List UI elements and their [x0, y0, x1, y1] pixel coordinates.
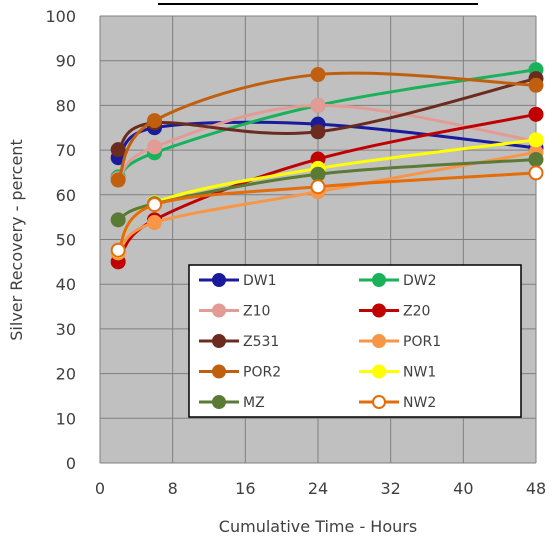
legend-label: NW2 [403, 395, 436, 411]
grid [99, 15, 537, 464]
legend-item-dw2: DW2 [359, 273, 437, 289]
x-tick-label: 32 [380, 479, 400, 498]
data-point-por2 [110, 172, 126, 188]
title-box [158, 0, 478, 4]
legend-label: DW1 [243, 273, 277, 289]
y-tick-label: 30 [56, 320, 76, 339]
data-point-z10 [147, 139, 162, 155]
legend-label: Z10 [243, 304, 270, 320]
data-point-nw1 [528, 132, 544, 148]
x-tick-label: 0 [95, 479, 105, 498]
data-point-z20 [528, 106, 544, 122]
legend-swatch-marker [372, 364, 386, 379]
x-tick-labels: 0 8 16 24 32 40 48 [95, 479, 546, 498]
y-tick-label: 70 [56, 141, 76, 160]
data-point-nw2 [110, 242, 126, 258]
series-line-z20 [116, 112, 537, 263]
data-point-nw2 [147, 197, 162, 213]
series-line-mz [117, 157, 537, 222]
legend-box [188, 264, 522, 418]
legend-swatch-marker [372, 303, 386, 318]
legend-item-por1: POR1 [359, 334, 441, 350]
legend-item-dw1: DW1 [199, 273, 277, 289]
legend-item-z20: Z20 [359, 303, 430, 320]
legend-label: MZ [243, 395, 265, 411]
legend-label: NW1 [403, 365, 436, 381]
series-line-por2 [116, 71, 537, 181]
y-tick-label: 50 [56, 231, 76, 250]
x-axis-title: Cumulative Time - Hours [219, 517, 417, 536]
data-point-mz [110, 212, 126, 228]
legend-swatch-marker [212, 395, 226, 409]
series-line-z531 [117, 77, 537, 151]
series-nw2 [110, 165, 544, 258]
legend: DW1 DW2 Z10 Z20 Z531 POR1 POR2 NW1 MZ NW2 [188, 264, 522, 418]
legend-item-z10: Z10 [199, 303, 270, 320]
legend-item-nw1: NW1 [359, 364, 436, 381]
y-tick-label: 80 [56, 96, 76, 115]
series-por2 [110, 67, 544, 188]
legend-swatch-marker [212, 364, 226, 379]
legend-item-z531: Z531 [199, 334, 279, 350]
y-tick-label: 20 [56, 365, 76, 384]
y-tick-label: 100 [45, 7, 76, 26]
legend-swatch-marker [372, 273, 386, 287]
x-tick-label: 40 [453, 479, 473, 498]
legend-swatch-marker [372, 334, 386, 348]
data-point-mz [528, 151, 544, 167]
y-tick-label: 60 [56, 186, 76, 205]
legend-label: Z531 [243, 334, 279, 350]
legend-swatch-marker [212, 303, 226, 318]
y-tick-labels: 0 10 20 30 40 50 60 70 80 90 100 [45, 7, 76, 473]
data-point-z10 [310, 97, 326, 113]
legend-label: DW2 [403, 273, 437, 289]
legend-swatch-marker [372, 395, 386, 409]
y-tick-label: 0 [66, 454, 76, 473]
series-layer [110, 62, 544, 270]
data-point-z531 [310, 124, 326, 140]
legend-item-mz: MZ [199, 395, 265, 411]
y-tick-label: 90 [56, 52, 76, 71]
y-axis-title: Silver Recovery - percent [7, 139, 26, 340]
data-point-nw2 [528, 165, 544, 181]
data-point-por1 [147, 215, 162, 231]
data-point-z531 [110, 142, 126, 158]
legend-label: Z20 [403, 304, 430, 320]
legend-item-por2: POR2 [199, 364, 281, 381]
legend-item-nw2: NW2 [359, 395, 436, 411]
x-tick-label: 8 [168, 479, 178, 498]
x-tick-label: 16 [235, 479, 255, 498]
series-line-z10 [117, 103, 537, 180]
x-tick-label: 48 [526, 479, 546, 498]
series-line-nw2 [116, 171, 537, 252]
legend-label: POR2 [243, 365, 281, 381]
legend-swatch-marker [212, 334, 226, 348]
series-line-por1 [117, 150, 537, 255]
legend-label: POR1 [403, 334, 441, 350]
series-line-dw2 [117, 68, 537, 179]
data-point-nw2 [310, 179, 326, 195]
legend-swatch-marker [212, 273, 226, 287]
x-tick-label: 24 [308, 479, 328, 498]
y-tick-label: 10 [56, 409, 76, 428]
data-point-por2 [147, 113, 162, 129]
data-point-por2 [310, 67, 326, 83]
data-point-por2 [528, 77, 544, 93]
data-point-mz [310, 166, 326, 182]
y-tick-label: 40 [56, 275, 76, 294]
